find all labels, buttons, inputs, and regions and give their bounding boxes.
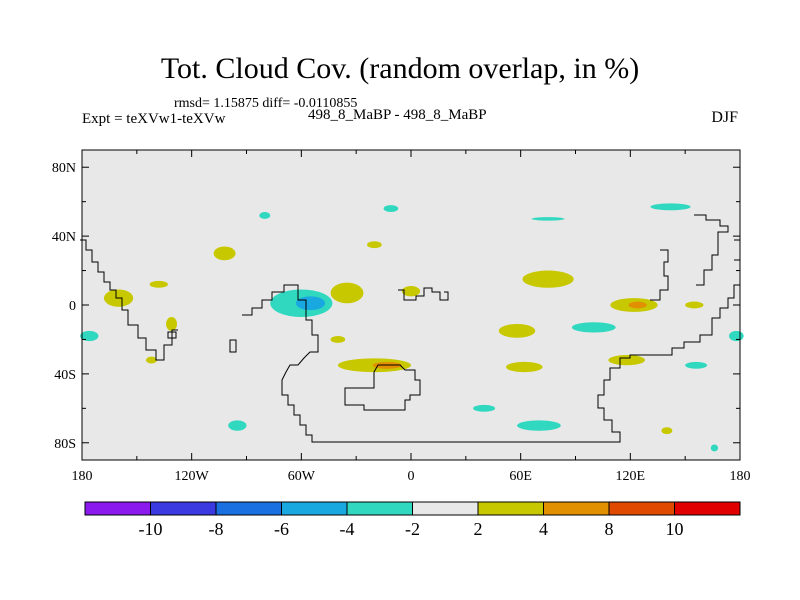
anomaly-patch (149, 280, 168, 288)
coastline-arabia (398, 287, 449, 301)
coastline-americas (80, 239, 178, 361)
y-tick-label: 0 (69, 299, 76, 314)
anomaly-patch (330, 336, 346, 343)
anomaly-patch (166, 317, 178, 331)
anomaly-patch (506, 361, 543, 373)
coastline-dateline (734, 239, 740, 261)
colorbar-swatch (215, 501, 282, 516)
season-label: DJF (711, 109, 738, 126)
anomaly-patch (259, 212, 271, 219)
x-axis: 180 120W 60W 0 60E 120E 180 (72, 150, 751, 484)
x-tick-label: 120E (616, 469, 646, 484)
anomaly-patch (367, 241, 382, 249)
x-tick-label: 0 (408, 469, 415, 484)
anomaly-patch (661, 427, 673, 435)
coastlines (80, 214, 740, 443)
anomaly-patch (522, 270, 574, 288)
colorbar-swatch (477, 501, 544, 516)
anomaly-patch (145, 356, 157, 364)
x-tick-label: 180 (72, 469, 93, 484)
coastline-east-asia (694, 214, 729, 286)
runs-label: 498_8_MaBP - 498_8_MaBP (308, 107, 487, 123)
chart-title: Tot. Cloud Cov. (random overlap, in %) (160, 52, 640, 85)
colorbar: -10 -8 -6 -4 -2 2 4 8 10 (84, 501, 741, 539)
colorbar-label: 10 (666, 519, 684, 539)
anomaly-patch (80, 330, 99, 342)
x-tick-label: 60E (509, 469, 532, 484)
map-plot-area: 180 120W 60W 0 60E 120E 180 80N 40N 0 40S 80S (52, 149, 751, 484)
anomaly-patch (650, 203, 691, 211)
x-tick-label: 60W (288, 469, 316, 484)
coastline-asia-coast (650, 249, 669, 301)
anomaly-patch (685, 301, 704, 309)
anomaly-patches (80, 203, 744, 452)
experiment-label: Expt = teXVw1-teXVw (82, 111, 226, 127)
anomaly-patch (517, 420, 561, 431)
colorbar-swatch (412, 501, 479, 516)
coastline-island-a (229, 339, 237, 353)
colorbar-swatch (674, 501, 741, 516)
anomaly-patch (213, 246, 236, 261)
y-axis: 80N 40N 0 40S 80S (52, 161, 740, 452)
colorbar-label: -10 (139, 519, 163, 539)
anomaly-patch (628, 301, 647, 309)
y-tick-label: 80N (52, 161, 76, 176)
y-tick-label: 80S (54, 437, 76, 452)
anomaly-patch (473, 404, 496, 412)
anomaly-patch (608, 354, 645, 366)
colorbar-label: -6 (274, 519, 289, 539)
colorbar-swatch (543, 501, 610, 516)
colorbar-label: 8 (605, 519, 614, 539)
colorbar-label: -8 (209, 519, 224, 539)
x-tick-label: 120W (175, 469, 210, 484)
y-tick-label: 40S (54, 368, 76, 383)
colorbar-label: -2 (405, 519, 420, 539)
colorbar-swatch (281, 501, 348, 516)
coastline-island-b (167, 331, 177, 339)
x-tick-label: 180 (730, 469, 751, 484)
anomaly-patch (330, 282, 364, 304)
anomaly-patch (401, 286, 421, 297)
anomaly-patch (383, 205, 399, 212)
anomaly-patch (498, 323, 536, 338)
colorbar-swatch (346, 501, 413, 516)
anomaly-patch (685, 361, 708, 369)
coastline-africa (344, 364, 421, 411)
colorbar-label: 2 (474, 519, 483, 539)
y-tick-label: 40N (52, 230, 76, 245)
anomaly-patch (295, 296, 326, 311)
colorbar-swatch (84, 501, 151, 516)
anomaly-patch (228, 420, 247, 431)
coastline-south-america (242, 284, 740, 443)
anomaly-patch (531, 217, 565, 221)
colorbar-swatch (150, 501, 217, 516)
stats-label: rmsd= 1.15875 diff= -0.0110855 (174, 96, 358, 111)
anomaly-patch (571, 322, 616, 333)
colorbar-label: 4 (539, 519, 548, 539)
anomaly-patch (710, 444, 719, 452)
colorbar-label: -4 (340, 519, 355, 539)
colorbar-swatch (608, 501, 675, 516)
